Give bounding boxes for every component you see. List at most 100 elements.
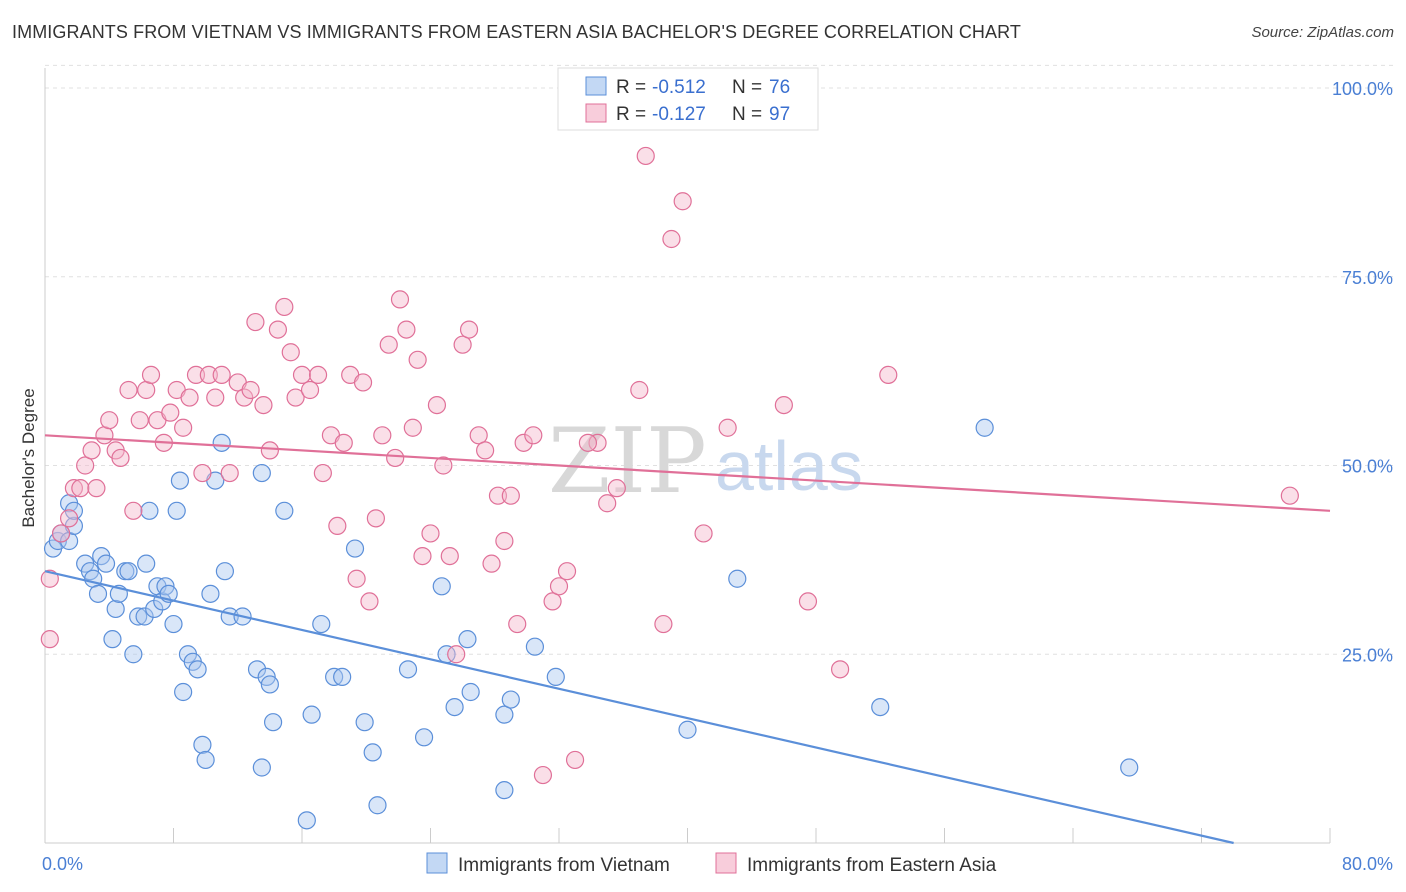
x-tick-label-0: 0.0% (42, 854, 83, 874)
point-s1-23 (180, 388, 199, 407)
point-s0-75 (252, 758, 271, 777)
y-tick-label-2: 75.0% (1342, 268, 1393, 288)
y-tick-label-3: 100.0% (1332, 79, 1393, 99)
point-s1-72 (501, 486, 520, 505)
point-s0-55 (355, 713, 374, 732)
point-s1-91 (798, 592, 818, 611)
point-s1-55 (390, 290, 410, 309)
point-s1-73 (508, 614, 527, 634)
point-s0-37 (201, 584, 220, 603)
point-s0-20 (135, 607, 154, 626)
point-s0-14 (106, 599, 125, 619)
point-s1-41 (300, 380, 320, 400)
point-s0-68 (525, 637, 545, 656)
point-s0-48 (275, 501, 294, 520)
point-s1-92 (830, 660, 850, 679)
point-s1-77 (543, 592, 562, 611)
point-s1-27 (206, 388, 225, 407)
point-s1-59 (413, 546, 432, 566)
point-s1-38 (281, 343, 300, 362)
point-s0-28 (164, 614, 183, 634)
point-s0-46 (260, 675, 279, 694)
point-s1-80 (565, 750, 585, 770)
point-s0-18 (124, 645, 143, 664)
point-s1-94 (1280, 486, 1299, 505)
point-s1-7 (82, 441, 101, 460)
point-s1-33 (246, 312, 265, 332)
point-s1-74 (514, 433, 533, 452)
point-s1-29 (220, 463, 239, 483)
legend-swatch-0 (585, 76, 607, 96)
point-s1-37 (275, 297, 294, 317)
point-s1-8 (87, 479, 106, 498)
y-axis-label: Bachelor's Degree (19, 388, 38, 527)
point-s0-13 (103, 630, 122, 649)
point-s0-43 (247, 660, 267, 679)
point-s0-71 (871, 697, 890, 717)
point-s0-59 (414, 728, 434, 747)
point-s0-50 (302, 705, 321, 724)
point-s0-63 (458, 630, 477, 649)
point-s0-64 (461, 682, 480, 702)
point-s0-35 (193, 735, 212, 754)
point-s1-34 (254, 396, 273, 415)
point-s0-29 (167, 501, 186, 520)
point-s0-40 (215, 562, 234, 581)
point-s1-46 (334, 433, 353, 452)
legend-r-value-0: -0.512 (652, 77, 706, 98)
point-s1-49 (353, 373, 373, 392)
bottom-legend-label-0: Immigrants from Vietnam (458, 855, 670, 876)
x-tick-label-1: 80.0% (1342, 854, 1393, 874)
bottom-legend-swatch-0 (426, 852, 448, 874)
point-s1-96 (598, 494, 617, 513)
point-s0-73 (975, 418, 994, 437)
point-s1-68 (476, 441, 495, 460)
point-s1-42 (308, 365, 328, 384)
point-s1-90 (774, 396, 793, 415)
point-s1-6 (76, 456, 95, 475)
point-s1-25 (193, 463, 212, 483)
point-s0-57 (368, 796, 387, 815)
point-s0-36 (196, 750, 215, 770)
point-s1-17 (141, 365, 161, 384)
chart-title: IMMIGRANTS FROM VIETNAM VS IMMIGRANTS FR… (12, 22, 1021, 42)
point-s1-60 (421, 524, 440, 543)
point-s0-17 (119, 562, 138, 581)
legend-swatch-1 (585, 103, 607, 123)
point-s0-60 (432, 577, 451, 596)
point-s1-22 (174, 418, 193, 437)
grid-lines (45, 64, 1393, 655)
watermark: ZIP atlas (548, 409, 863, 514)
point-s1-15 (130, 411, 149, 430)
point-s1-9 (95, 426, 114, 445)
trend-line-1 (44, 434, 1331, 512)
point-s0-39 (212, 433, 231, 452)
legend-n-value-0: 76 (769, 77, 790, 98)
point-s1-86 (662, 229, 681, 249)
point-s0-56 (363, 743, 382, 762)
point-s1-32 (241, 380, 260, 400)
point-s1-61 (427, 396, 447, 415)
point-s1-78 (549, 577, 569, 596)
point-s1-87 (673, 192, 692, 211)
bottom-legend: Immigrants from Vietnam Immigrants from E… (426, 852, 997, 876)
point-s0-21 (137, 554, 156, 573)
point-s0-62 (445, 697, 464, 717)
point-s1-82 (607, 479, 626, 498)
axes (44, 68, 1331, 844)
data-points (40, 146, 1299, 830)
point-s1-20 (161, 403, 180, 422)
point-s1-56 (397, 320, 416, 339)
point-s1-51 (366, 509, 385, 528)
point-s1-57 (403, 418, 422, 437)
point-s0-10 (88, 584, 108, 603)
point-s0-54 (345, 539, 365, 558)
point-s1-84 (636, 146, 655, 166)
point-s1-81 (588, 433, 607, 452)
point-s1-4 (64, 479, 84, 498)
point-s0-67 (501, 690, 520, 709)
y-tick-label-0: 25.0% (1342, 645, 1393, 665)
point-s1-93 (879, 365, 898, 384)
point-s1-16 (137, 380, 156, 400)
point-s1-52 (373, 426, 392, 445)
